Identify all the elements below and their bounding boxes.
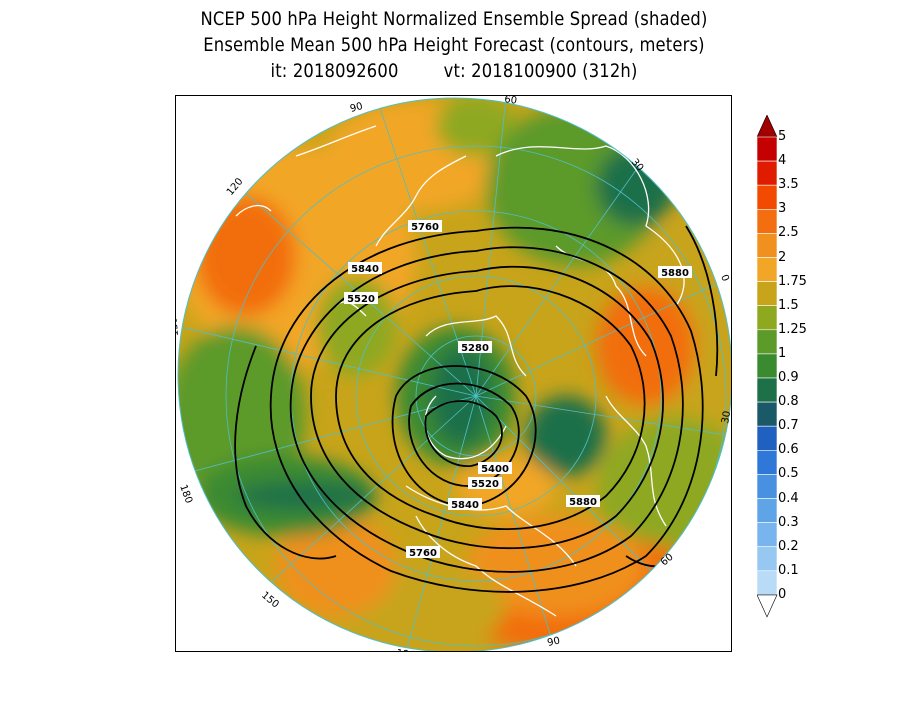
legend-top-arrow xyxy=(757,115,778,138)
init-time-label: it: 2018092600 xyxy=(270,60,399,82)
title-line-2: Ensemble Mean 500 hPa Height Forecast (c… xyxy=(203,34,705,56)
legend-tick-label: 0.5 xyxy=(778,466,799,482)
svg-text:90: 90 xyxy=(546,636,561,649)
legend-tick-label: 0.6 xyxy=(778,442,799,458)
legend-swatch xyxy=(757,233,778,258)
svg-text:150: 150 xyxy=(259,590,281,611)
coastlines xyxy=(235,125,685,617)
legend-tick-label: 1.5 xyxy=(778,297,799,313)
legend-swatch xyxy=(757,160,778,186)
svg-text:120: 120 xyxy=(396,648,416,652)
legend-tick-label: 1 xyxy=(778,345,787,361)
legend-swatch xyxy=(757,498,778,523)
contour-label: 5840 xyxy=(348,262,382,275)
svg-text:5520: 5520 xyxy=(471,479,499,490)
contour-label: 5760 xyxy=(408,220,442,233)
title-line-1: NCEP 500 hPa Height Normalized Ensemble … xyxy=(200,8,708,30)
svg-text:5760: 5760 xyxy=(411,222,439,233)
title-line-3: it: 2018092600 vt: 2018100900 (312h) xyxy=(64,60,845,82)
legend-tick-label: 0.7 xyxy=(778,418,799,434)
legend-swatch xyxy=(757,209,778,234)
svg-text:150: 150 xyxy=(176,317,181,337)
legend-swatch xyxy=(757,474,778,499)
legend-tick-label: 1.25 xyxy=(778,321,807,337)
svg-text:5400: 5400 xyxy=(481,464,509,475)
svg-text:180: 180 xyxy=(177,483,194,505)
legend-swatch xyxy=(757,401,778,427)
contour-label: 5880 xyxy=(566,495,600,508)
polar-map: 5760 5840 5520 5280 5880 5400 5520 5840 … xyxy=(176,96,732,652)
legend-tick-label: 5 xyxy=(778,129,787,144)
legend-tick-label: 0.4 xyxy=(778,490,799,506)
svg-text:5280: 5280 xyxy=(461,343,489,354)
legend-tick-label: 3.5 xyxy=(778,177,799,193)
legend-tick-label: 4 xyxy=(778,153,787,169)
legend-tick-label: 1.75 xyxy=(778,273,807,289)
svg-text:5880: 5880 xyxy=(661,268,689,279)
contour-label: 5520 xyxy=(344,292,378,305)
legend-tick-label: 0.2 xyxy=(778,538,799,554)
contour-label: 5400 xyxy=(478,462,512,475)
svg-text:5880: 5880 xyxy=(569,497,597,508)
legend-swatch xyxy=(757,136,778,162)
svg-text:60: 60 xyxy=(504,96,518,107)
contour-labels: 5760 5840 5520 5280 5880 5400 5520 5840 … xyxy=(344,220,692,559)
legend-swatch xyxy=(757,570,778,596)
svg-text:30: 30 xyxy=(720,410,732,424)
svg-text:0: 0 xyxy=(718,273,731,283)
svg-text:120: 120 xyxy=(225,176,246,198)
valid-time-label: vt: 2018100900 (312h) xyxy=(443,60,638,82)
svg-text:5840: 5840 xyxy=(451,500,479,511)
legend-swatch xyxy=(757,257,778,282)
legend-swatch xyxy=(757,449,778,475)
legend-swatch xyxy=(757,305,778,331)
svg-text:5840: 5840 xyxy=(351,264,379,275)
legend-swatch xyxy=(757,522,778,548)
contour-label: 5880 xyxy=(658,266,692,279)
legend-bottom-arrow xyxy=(757,594,778,618)
legend-tick-label: 2 xyxy=(778,249,787,265)
contour-label: 5760 xyxy=(406,546,440,559)
map-frame: 5760 5840 5520 5280 5880 5400 5520 5840 … xyxy=(175,95,732,652)
legend-swatch xyxy=(757,281,778,307)
legend-swatch xyxy=(757,353,778,379)
contour-label: 5840 xyxy=(448,498,482,511)
legend-swatch xyxy=(757,184,778,210)
svg-text:90: 90 xyxy=(349,101,364,115)
legend-tick-label: 0.3 xyxy=(778,514,799,530)
legend-tick-label: 2.5 xyxy=(778,225,799,241)
svg-text:5760: 5760 xyxy=(409,548,437,559)
legend-swatch xyxy=(757,425,778,451)
map-edge xyxy=(177,97,731,651)
legend-tick-label: 0.1 xyxy=(778,562,799,578)
svg-text:5520: 5520 xyxy=(347,294,375,305)
legend-swatch xyxy=(757,546,778,572)
legend-swatch xyxy=(757,377,778,403)
legend-tick-label: 3 xyxy=(778,201,787,217)
color-legend xyxy=(757,115,778,618)
contour-label: 5280 xyxy=(458,341,492,354)
legend-tick-label: 0.8 xyxy=(778,394,799,410)
contour-label: 5520 xyxy=(468,477,502,490)
legend-tick-label: 0.9 xyxy=(778,370,799,385)
legend-tick-label: 0 xyxy=(778,586,787,602)
legend-swatch xyxy=(757,329,778,355)
